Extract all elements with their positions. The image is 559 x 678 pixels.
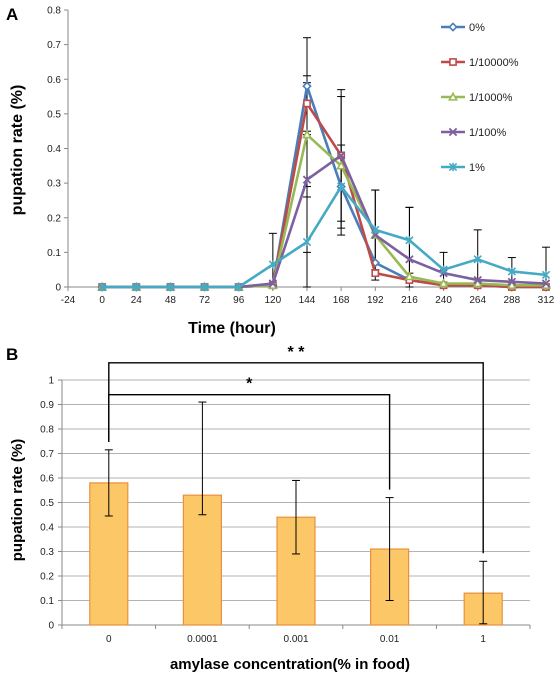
panel-b-x-tick-label: 1: [480, 634, 486, 645]
panel-a-data-point: [473, 255, 482, 264]
panel-a-legend-marker: [448, 127, 458, 137]
panel-a-data-point: [541, 279, 551, 288]
panel-a-y-tick-label: 0.8: [47, 6, 61, 17]
panel-a-x-tick-label: 96: [233, 295, 245, 306]
panel-a-x-tick-label: 240: [435, 295, 452, 306]
panel-a-data-point: [472, 278, 483, 288]
panel-a-data-point: [97, 282, 107, 292]
panel-a-data-point: [302, 81, 312, 91]
panel-b-x-tick-label: 0: [106, 634, 112, 645]
panel-a-data-point: [302, 175, 312, 184]
panel-b-y-tick-label: 0.3: [40, 547, 54, 558]
panel-a-x-tick-label: 48: [165, 295, 177, 306]
panel-a-y-tick-label: 0.1: [47, 248, 61, 259]
panel-a-data-point: [200, 282, 209, 292]
panel-b-significance-bracket: [108, 362, 484, 554]
panel-a-data-point: [438, 278, 449, 288]
panel-a-data-point: [405, 236, 414, 245]
panel-a-y-tick-label: 0.6: [47, 75, 61, 86]
panel-b-y-tick-label: 0.9: [40, 400, 54, 411]
panel-a-x-tick-label: 24: [131, 295, 143, 306]
panel-a-legend-marker: [448, 162, 458, 172]
panel-b-x-tick-label: 0.0001: [187, 634, 218, 645]
panel-a-data-point: [268, 279, 278, 288]
panel-a-data-point: [302, 129, 312, 139]
panel-b-y-tick-label: 0.4: [40, 523, 54, 534]
panel-b-significance-label: * *: [288, 344, 306, 361]
panel-a-ylabel: pupation rate (%): [9, 85, 26, 216]
panel-a-legend-label: 0%: [469, 22, 485, 34]
panel-a-y-tick-label: 0.5: [47, 109, 61, 120]
panel-a-data-point: [541, 270, 551, 280]
panel-a-x-tick-label: -24: [61, 295, 76, 306]
panel-a-y-tick-label: 0.3: [47, 179, 61, 190]
panel-a-x-tick-label: 0: [99, 295, 105, 306]
panel-a-x-tick-label: 288: [504, 295, 521, 306]
panel-b-ylabel: pupation rate (%): [9, 439, 26, 562]
panel-b-y-tick-label: 0.1: [40, 596, 54, 607]
panel-a-x-tick-label: 312: [538, 295, 555, 306]
panel-b-label: B: [6, 345, 18, 364]
panel-a-plot: 00.10.20.30.40.50.60.70.8-24 0 24 48 72 96 120…: [47, 6, 555, 307]
panel-a-data-point: [371, 269, 380, 278]
panel-b-y-tick-label: 0.8: [40, 425, 54, 436]
panel-a-y-tick-label: 0.2: [47, 213, 61, 224]
panel-a-data-point: [507, 267, 517, 276]
panel-a-x-tick-label: 216: [401, 295, 418, 306]
panel-a-data-point: [371, 225, 380, 235]
panel-a-data-point: [506, 280, 517, 289]
panel-a-legend-marker: [448, 91, 458, 101]
panel-b-y-tick-label: 0.7: [40, 449, 54, 460]
panel-a-x-tick-label: 72: [199, 295, 211, 306]
panel-a-data-point: [439, 265, 448, 274]
panel-a-legend-marker: [448, 22, 458, 32]
panel-a-data-point: [303, 99, 311, 108]
panel-a-data-point: [336, 160, 347, 170]
panel-a-legend-label: 1%: [469, 162, 485, 174]
panel-a-data-point: [268, 260, 278, 269]
panel-a-label: A: [6, 5, 18, 24]
panel-b-bar: [182, 494, 222, 626]
panel-a-y-tick-label: 0.7: [47, 40, 61, 51]
panel-a-x-tick-label: 264: [469, 295, 486, 306]
panel-b-y-tick-label: 0: [48, 621, 54, 632]
panel-a-data-point: [336, 182, 346, 191]
panel-a-x-tick-label: 192: [367, 295, 384, 306]
panel-b-y-tick-label: 1: [48, 376, 54, 387]
panel-a-data-point: [302, 237, 312, 247]
panel-a-data-point: [336, 151, 346, 160]
panel-b-plot: 0 0.1 0.2 0.3 0.4 0.5 0.6 0.7 0.8 0.9 1 0 0.0001 0.00…: [40, 344, 531, 645]
panel-a-legend-label: 1/10000%: [469, 57, 519, 69]
panel-a-series-line: [102, 185, 547, 289]
panel-a-x-tick-label: 144: [299, 295, 316, 306]
panel-a-data-point: [166, 282, 175, 292]
panel-a-series-line: [102, 133, 546, 289]
panel-b-x-tick-label: 0.01: [380, 634, 400, 645]
panel-b-significance-bracket: [108, 394, 391, 490]
panel-a-series-line: [102, 154, 547, 289]
panel-a-legend-marker: [449, 58, 457, 66]
panel-a-x-tick-label: 168: [333, 295, 350, 306]
panel-a-x-tick-label: 120: [265, 295, 282, 306]
panel-a-y-tick-label: 0.4: [47, 144, 61, 155]
panel-a-data-point: [405, 255, 414, 264]
panel-b-xlabel: amylase concentration(% in food): [170, 656, 410, 673]
panel-a-legend-label: 1/100%: [469, 127, 507, 139]
panel-a-data-point: [473, 275, 482, 285]
panel-a-y-tick-label: 0: [55, 283, 61, 294]
panel-b-x-tick-label: 0.001: [283, 634, 308, 645]
panel-a-data-point: [507, 277, 517, 287]
panel-a-data-point: [404, 271, 415, 281]
panel-b-y-tick-label: 0.6: [40, 474, 54, 485]
panel-b-significance-label: *: [246, 376, 253, 393]
panel-a-legend-label: 1/1000%: [469, 92, 513, 104]
panel-a-data-point: [234, 282, 243, 292]
panel-a-xlabel: Time (hour): [188, 320, 276, 337]
panel-a-data-point: [132, 282, 141, 292]
panel-b-y-tick-label: 0.2: [40, 572, 54, 583]
panel-b-y-tick-label: 0.5: [40, 498, 54, 509]
